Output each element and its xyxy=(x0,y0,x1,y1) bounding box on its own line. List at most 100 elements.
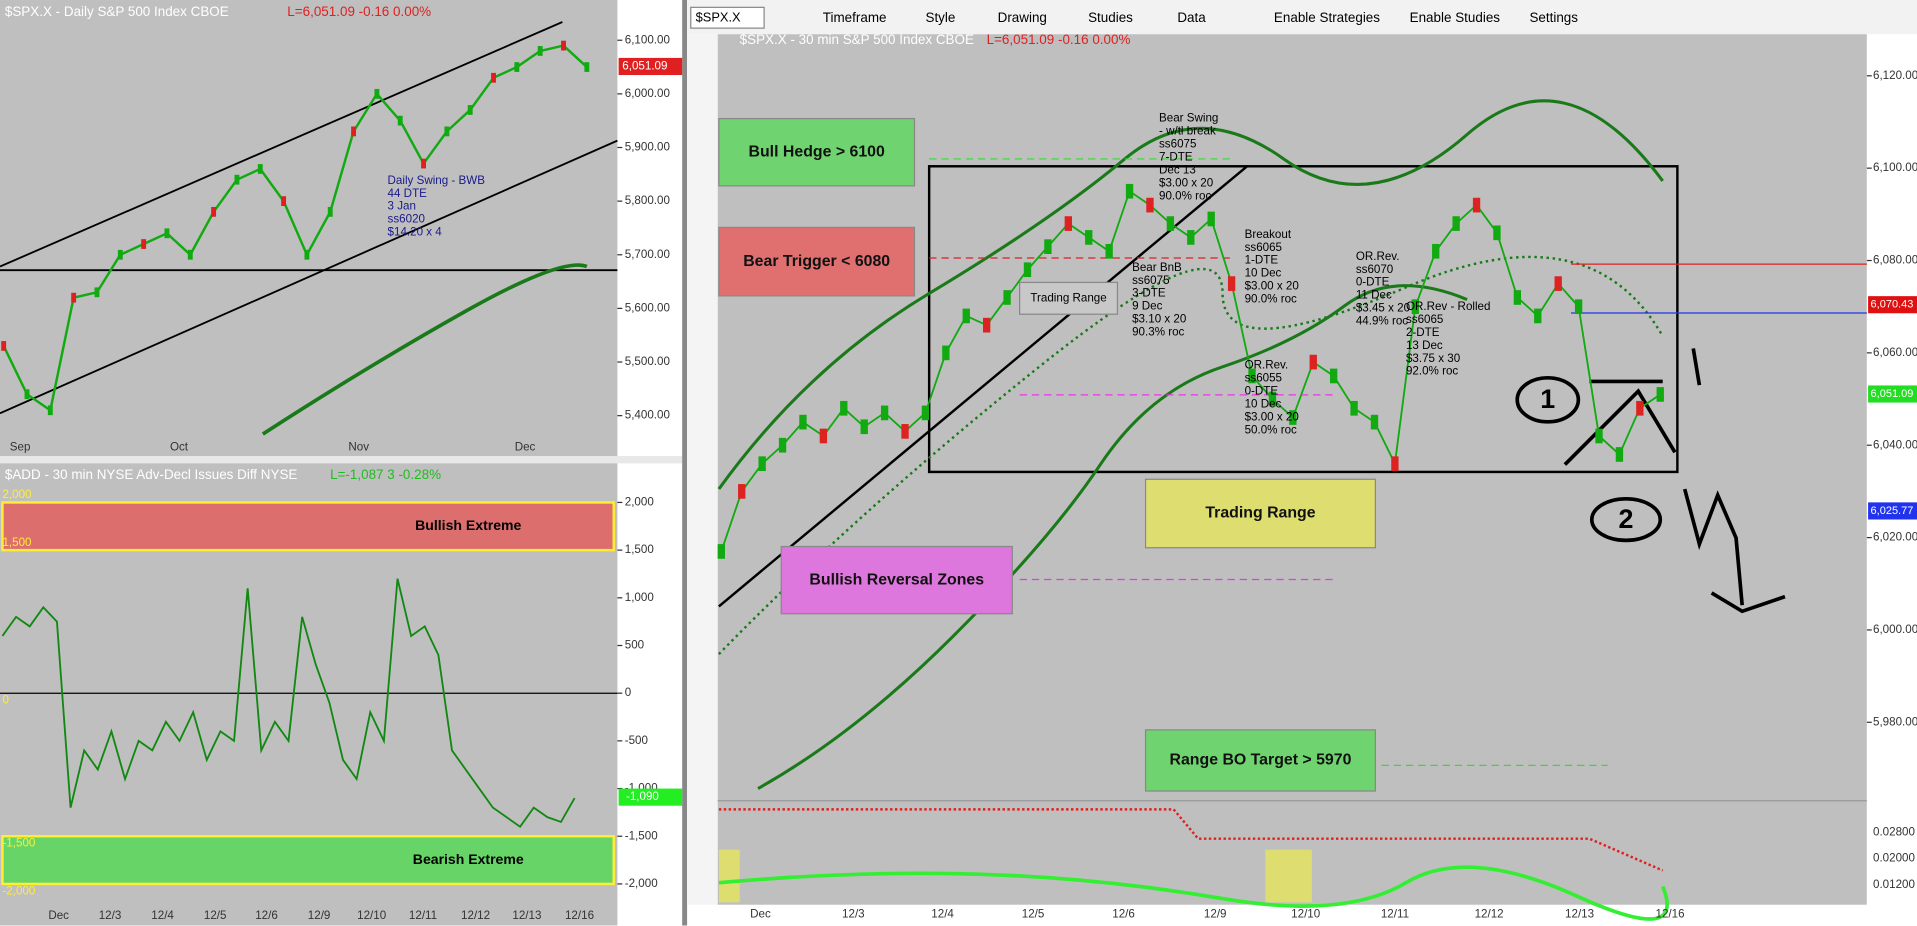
candle xyxy=(1534,308,1542,324)
trendline xyxy=(0,21,563,268)
candle xyxy=(860,419,868,435)
candle xyxy=(1370,414,1379,430)
menu-item[interactable]: Style xyxy=(925,10,955,25)
candle xyxy=(281,196,287,207)
candle xyxy=(1146,197,1154,213)
x-tick-label: 12/9 xyxy=(1204,908,1227,921)
hand-drawing xyxy=(1682,488,1786,614)
candle xyxy=(901,424,909,439)
candle xyxy=(819,428,828,444)
price-line xyxy=(2,44,588,413)
candle xyxy=(141,239,147,249)
band xyxy=(261,263,588,436)
menu-item[interactable]: Enable Studies xyxy=(1410,10,1501,25)
candle xyxy=(717,544,725,559)
y-tick-label: 5,500.00 xyxy=(625,355,670,368)
y-tick-label: -1,500 xyxy=(625,829,658,842)
zone-box xyxy=(1144,729,1377,792)
menu-item[interactable]: Timeframe xyxy=(823,10,887,25)
y-tick-label: -2,000 xyxy=(625,877,658,890)
x-tick-label: 12/6 xyxy=(255,909,278,922)
hand-drawing xyxy=(1563,348,1702,466)
candle xyxy=(467,105,473,115)
y-tick-label: 1,500 xyxy=(625,543,654,556)
candle xyxy=(778,437,787,453)
quote: L=-1,087 3 -0.28% xyxy=(330,467,441,482)
trade-note: OR.Rev. xyxy=(1356,250,1400,263)
x-tick-label: Dec xyxy=(515,441,536,454)
candle xyxy=(187,249,193,260)
trade-note: $3.00 x 20 xyxy=(1245,280,1299,293)
menu-item[interactable]: Studies xyxy=(1088,10,1133,25)
trade-note: 90.0% roc xyxy=(1159,189,1211,202)
trade-note: ss6075 xyxy=(1159,138,1196,151)
trade-note: 7-DTE xyxy=(1159,151,1193,164)
x-tick-label: 12/6 xyxy=(1112,908,1135,921)
osc-zone xyxy=(718,849,740,903)
zone-label: Bullish Reversal Zones xyxy=(809,571,984,588)
y-tick-label: -500 xyxy=(625,734,648,747)
osc-tick-label: 0.02800 xyxy=(1873,826,1915,839)
x-tick-label: 12/4 xyxy=(931,908,954,921)
trade-note: 0-DTE xyxy=(1245,385,1279,398)
zone-label: Bullish Extreme xyxy=(415,517,521,533)
trade-note: ss6065 xyxy=(1245,241,1282,254)
candle xyxy=(1615,447,1624,462)
candle xyxy=(117,249,123,260)
candle xyxy=(1411,299,1419,315)
trade-note: 10 Dec xyxy=(1245,267,1282,280)
candle xyxy=(584,62,590,72)
ma-line xyxy=(717,255,1664,655)
candle xyxy=(94,287,100,298)
menu-item[interactable]: Settings xyxy=(1529,10,1578,25)
trade-note: 90.0% roc xyxy=(1245,293,1297,306)
candle xyxy=(840,400,848,416)
trade-note: $3.75 x 30 xyxy=(1406,352,1460,365)
symbol-box[interactable] xyxy=(690,6,765,29)
candle xyxy=(164,228,170,239)
zone-box xyxy=(718,226,916,297)
osc-zone xyxy=(1265,849,1312,903)
candle xyxy=(962,308,970,324)
candle xyxy=(1391,456,1399,472)
menu-item[interactable]: Enable Strategies xyxy=(1274,10,1380,25)
price-tag-label: 6,051.09 xyxy=(1871,388,1914,400)
candle xyxy=(47,405,53,416)
price-tag-label: 6,051.09 xyxy=(622,60,667,73)
x-tick-label: 12/13 xyxy=(512,909,541,922)
menu-item[interactable]: Drawing xyxy=(998,10,1047,25)
x-tick-label: 12/3 xyxy=(99,909,122,922)
candle xyxy=(1187,230,1195,245)
candle xyxy=(921,405,930,421)
menu-item[interactable]: Data xyxy=(1177,10,1206,25)
candle xyxy=(1,341,7,351)
candle xyxy=(327,206,333,217)
quote: L=6,051.09 -0.16 0.00% xyxy=(987,32,1131,47)
trade-note: OR.Rev - Rolled xyxy=(1406,300,1491,313)
y-tick-label: 6,040.00 xyxy=(1873,438,1917,451)
x-tick-label: 12/3 xyxy=(842,908,865,921)
trade-note: ss6070 xyxy=(1356,263,1393,276)
x-tick-label: 12/5 xyxy=(1022,908,1045,921)
note: $14.20 x 4 xyxy=(388,225,443,238)
osc-line xyxy=(718,808,1664,872)
trade-note: 1-DTE xyxy=(1245,254,1279,267)
trade-note: Bear BnB xyxy=(1132,261,1182,274)
trade-note: 3-DTE xyxy=(1132,287,1166,300)
trade-note: 9 Dec xyxy=(1132,300,1163,313)
candle xyxy=(1227,276,1236,291)
candle xyxy=(374,88,380,99)
x-tick-label: 12/11 xyxy=(409,909,437,922)
y-tick-label: 1,000 xyxy=(625,591,654,604)
y-tick-label: 6,000.00 xyxy=(625,87,670,100)
price-tag-label: -1,090 xyxy=(626,790,659,803)
hand-circle xyxy=(1515,375,1581,424)
level-label: 0 xyxy=(2,694,8,707)
symbol[interactable]: $SPX.X xyxy=(696,10,741,25)
candle xyxy=(304,249,310,260)
candle xyxy=(1105,243,1113,259)
breadth-line xyxy=(1,578,576,828)
price-tag xyxy=(1868,296,1917,314)
hand-circle xyxy=(1589,496,1663,543)
zone-box xyxy=(1144,478,1377,549)
